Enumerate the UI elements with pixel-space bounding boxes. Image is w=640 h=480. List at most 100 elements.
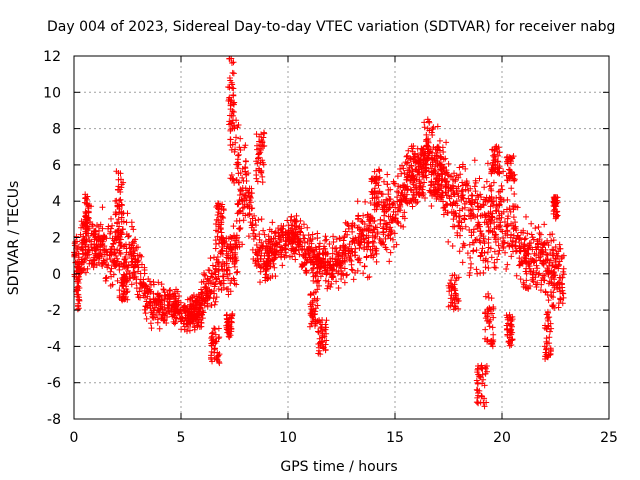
data-point <box>157 303 164 310</box>
data-point <box>373 245 380 252</box>
data-point <box>211 301 218 308</box>
data-point <box>370 239 377 246</box>
data-point <box>496 223 503 230</box>
data-point <box>475 400 482 407</box>
data-point <box>232 245 239 252</box>
data-point <box>147 305 154 312</box>
data-point <box>472 236 479 243</box>
data-point <box>369 188 376 195</box>
data-point <box>483 399 490 406</box>
data-point <box>528 231 535 238</box>
data-point <box>432 168 439 175</box>
data-point <box>530 278 537 285</box>
data-point <box>271 250 278 257</box>
data-point <box>258 239 265 246</box>
data-point <box>388 227 395 234</box>
data-point <box>212 220 219 227</box>
data-point <box>458 196 465 203</box>
data-point <box>503 312 510 319</box>
data-point <box>285 222 292 229</box>
data-point <box>334 261 341 268</box>
data-point <box>547 231 554 238</box>
data-point <box>545 314 552 321</box>
data-point <box>317 273 324 280</box>
data-point <box>309 249 316 256</box>
data-point <box>207 255 214 262</box>
data-point <box>190 320 197 327</box>
data-point <box>269 273 276 280</box>
data-point <box>333 236 340 243</box>
data-point <box>111 246 118 253</box>
data-point <box>244 187 251 194</box>
data-point <box>471 183 478 190</box>
data-point <box>535 271 542 278</box>
data-point <box>555 279 562 286</box>
data-point <box>265 240 272 247</box>
data-point <box>196 323 203 330</box>
data-point <box>214 357 221 364</box>
data-point <box>506 340 513 347</box>
x-tick-label: 15 <box>386 430 404 446</box>
data-point <box>423 143 430 150</box>
data-point <box>400 194 407 201</box>
data-point <box>508 231 515 238</box>
data-point <box>477 228 484 235</box>
data-point <box>477 239 484 246</box>
data-point <box>443 167 450 174</box>
data-point <box>89 223 96 230</box>
data-point <box>335 284 342 291</box>
data-point <box>317 351 324 358</box>
data-point <box>227 120 234 127</box>
data-point <box>304 238 311 245</box>
data-point <box>512 219 519 226</box>
data-point <box>116 287 123 294</box>
data-point <box>154 290 161 297</box>
data-point <box>228 315 235 322</box>
data-point <box>128 244 135 251</box>
data-point <box>405 147 412 154</box>
data-point <box>462 223 469 230</box>
data-point <box>343 272 350 279</box>
chart-title: Day 004 of 2023, Sidereal Day-to-day VTE… <box>47 19 615 35</box>
data-point <box>343 271 350 278</box>
data-point <box>488 339 495 346</box>
data-point <box>398 190 405 197</box>
data-point <box>333 245 340 252</box>
data-point <box>489 229 496 236</box>
data-point <box>223 260 230 267</box>
y-tick-label: 6 <box>52 158 61 174</box>
data-point <box>84 265 91 272</box>
data-point <box>103 274 110 281</box>
data-point <box>557 296 564 303</box>
data-point <box>147 320 154 327</box>
data-point <box>330 233 337 240</box>
data-point <box>386 258 393 265</box>
data-point <box>435 177 442 184</box>
data-point <box>123 259 130 266</box>
data-point <box>213 276 220 283</box>
data-point <box>241 192 248 199</box>
data-point <box>257 264 264 271</box>
data-point <box>227 127 234 134</box>
data-point <box>129 239 136 246</box>
data-point <box>547 350 554 357</box>
data-point <box>320 345 327 352</box>
data-point <box>243 177 250 184</box>
data-point <box>315 340 322 347</box>
data-point <box>180 320 187 327</box>
data-point <box>436 137 443 144</box>
data-point <box>542 353 549 360</box>
data-point <box>474 379 481 386</box>
data-point <box>536 230 543 237</box>
data-point <box>355 212 362 219</box>
data-point <box>358 218 365 224</box>
data-point <box>107 256 114 263</box>
data-point <box>120 179 127 186</box>
data-point <box>271 264 278 271</box>
data-point <box>481 184 488 191</box>
data-point <box>314 286 321 293</box>
data-point <box>193 303 200 310</box>
data-point <box>545 269 552 276</box>
data-point <box>512 223 519 230</box>
data-point <box>514 204 521 211</box>
